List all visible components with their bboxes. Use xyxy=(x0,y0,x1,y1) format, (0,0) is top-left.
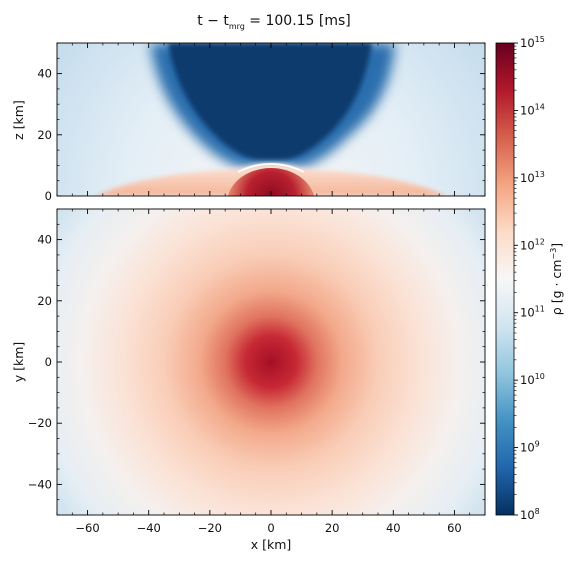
x-tick-label: −40 xyxy=(137,521,161,535)
meridional-density-image xyxy=(57,43,485,196)
x-tick-label: 0 xyxy=(267,521,274,535)
top-ylabel: z [km] xyxy=(11,100,26,140)
x-tick-label: 60 xyxy=(447,521,462,535)
colorbar-tick-label: 1011 xyxy=(520,305,545,320)
colorbar-label: ρ [g · cm−3] xyxy=(549,243,564,315)
colorbar-tick-label: 1012 xyxy=(520,237,545,252)
y-tick-label: 20 xyxy=(37,294,52,308)
x-tick-label: −60 xyxy=(75,521,99,535)
figure-title: t − tmrg = 100.15 [ms] xyxy=(197,13,351,31)
equatorial-density-image xyxy=(57,209,485,515)
colorbar xyxy=(495,42,515,516)
colorbar-tick-label: 108 xyxy=(520,507,540,522)
colorbar-ticks: 108 109 1010 1011 1012 1013 1014 1015 xyxy=(514,35,545,522)
top-panel-frame: 0 20 40 xyxy=(37,42,486,203)
bottom-xlabel: x [km] xyxy=(251,537,292,552)
y-tick-label: 20 xyxy=(37,128,52,142)
y-tick-label: 0 xyxy=(45,355,52,369)
x-tick-label: −20 xyxy=(198,521,222,535)
bottom-ylabel: y [km] xyxy=(11,342,26,383)
y-tick-label: 0 xyxy=(45,189,52,203)
colorbar-tick-label: 1013 xyxy=(520,170,545,185)
colorbar-tick-label: 1014 xyxy=(520,102,545,117)
y-tick-label: 40 xyxy=(37,233,52,247)
colorbar-tick-label: 109 xyxy=(520,440,540,455)
x-tick-label: 20 xyxy=(325,521,340,535)
y-tick-label: 40 xyxy=(37,67,52,81)
y-tick-label: −40 xyxy=(28,477,52,491)
y-tick-label: −20 xyxy=(28,416,52,430)
colorbar-tick-label: 1015 xyxy=(520,35,545,50)
bottom-panel-frame: −60 −40 −20 0 20 40 60 −40 −20 0 20 40 xyxy=(28,208,486,535)
colorbar-tick-label: 1010 xyxy=(520,372,545,387)
x-tick-label: 40 xyxy=(386,521,401,535)
